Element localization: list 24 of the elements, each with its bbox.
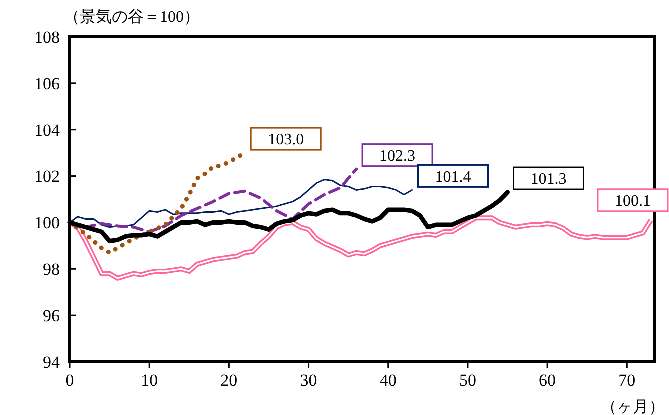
y-tick-label: 96	[43, 306, 60, 326]
x-tick-label: 50	[459, 371, 476, 390]
y-tick-label: 106	[34, 74, 60, 94]
x-tick-label: 20	[220, 371, 238, 390]
y-tick-label: 108	[34, 28, 60, 47]
y-tick-label: 98	[43, 260, 60, 280]
y-tick-label: 94	[43, 352, 60, 372]
y-tick-label: 102	[34, 167, 60, 186]
x-tick-label: 0	[66, 371, 74, 390]
y-axis-title: （景気の谷＝100）	[64, 8, 200, 26]
x-tick-label: 60	[539, 371, 556, 390]
y-tick-label: 100	[34, 214, 60, 233]
x-tick-label: 70	[618, 371, 636, 390]
annotation: 101.3	[530, 171, 567, 188]
x-tick-label: 10	[141, 371, 158, 390]
annotation: 101.4	[435, 168, 472, 186]
line-series	[69, 179, 413, 228]
x-axis-title: （ヶ月）	[601, 399, 665, 415]
x-tick-label: 30	[300, 371, 318, 390]
annotation: 102.3	[380, 148, 416, 165]
annotation: 100.1	[615, 192, 651, 210]
x-tick-label: 40	[380, 371, 397, 390]
y-tick-label: 104	[34, 120, 60, 140]
annotation: 103.0	[268, 132, 304, 149]
